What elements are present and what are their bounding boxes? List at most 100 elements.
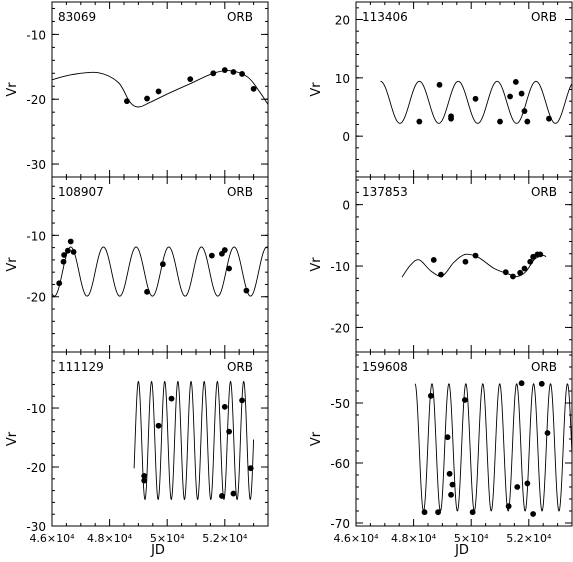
orbit-label: ORB bbox=[531, 185, 557, 199]
data-point bbox=[517, 269, 524, 276]
star-id: 111129 bbox=[58, 360, 104, 374]
y-axis-label: Vr bbox=[5, 431, 20, 446]
data-point bbox=[155, 422, 162, 429]
x-axis-label-right: JD bbox=[454, 543, 469, 558]
data-point bbox=[507, 93, 513, 100]
data-point bbox=[544, 430, 551, 436]
orbit-label: ORB bbox=[531, 360, 557, 374]
orbit-fit-curve bbox=[414, 383, 573, 512]
y-tick-label: -50 bbox=[330, 397, 350, 411]
data-point bbox=[521, 265, 528, 272]
data-point bbox=[436, 81, 443, 88]
data-point bbox=[446, 470, 453, 477]
data-point bbox=[60, 258, 67, 265]
x-tick-label: 5.2×10⁴ bbox=[202, 532, 248, 545]
data-point bbox=[159, 261, 166, 268]
data-point bbox=[208, 252, 215, 259]
data-point bbox=[518, 380, 525, 387]
x-axis-label-left: JD bbox=[150, 543, 165, 558]
star-id: 83069 bbox=[58, 10, 96, 24]
data-point bbox=[144, 288, 150, 295]
star-id: 159608 bbox=[362, 360, 408, 374]
panel-108907: 108907 ORB Vr -10 -20 bbox=[5, 176, 269, 353]
y-tick-label: -30 bbox=[26, 520, 46, 534]
data-point bbox=[435, 509, 441, 516]
data-point bbox=[141, 472, 148, 479]
data-point bbox=[518, 90, 525, 97]
y-tick-label: -10 bbox=[330, 260, 350, 274]
orbit-label: ORB bbox=[227, 185, 253, 199]
data-point bbox=[448, 115, 454, 122]
data-point bbox=[527, 258, 534, 265]
x-tick-label: 4.8×10⁴ bbox=[391, 532, 437, 545]
data-point bbox=[64, 247, 71, 254]
data-point bbox=[472, 252, 479, 259]
orbit-fit-curve bbox=[51, 70, 269, 108]
data-point bbox=[462, 258, 469, 265]
orbit-fit-curve bbox=[133, 380, 255, 501]
star-id: 113406 bbox=[362, 10, 408, 24]
data-point bbox=[469, 509, 476, 516]
y-tick-label: -20 bbox=[26, 93, 46, 107]
data-point bbox=[448, 491, 454, 498]
data-point bbox=[226, 428, 233, 435]
data-point bbox=[472, 95, 479, 102]
y-axis-label: Vr bbox=[309, 82, 324, 97]
data-point bbox=[416, 118, 423, 125]
panel-83069: 83069 ORB Vr -10 -20 -30 bbox=[5, 1, 269, 178]
data-point bbox=[524, 118, 531, 125]
data-point bbox=[155, 88, 162, 95]
panel-frame bbox=[355, 351, 573, 527]
y-tick-label: -60 bbox=[330, 457, 350, 471]
panel-frame bbox=[51, 351, 269, 527]
y-tick-label: 10 bbox=[335, 72, 350, 86]
data-point bbox=[497, 118, 503, 125]
data-point bbox=[421, 509, 428, 516]
data-point bbox=[537, 251, 544, 258]
data-point bbox=[230, 69, 237, 75]
y-axis-label: Vr bbox=[5, 257, 20, 272]
x-tick-label: 4.8×10⁴ bbox=[87, 532, 133, 545]
data-point bbox=[512, 79, 519, 85]
y-tick-label: 0 bbox=[342, 130, 350, 144]
data-point bbox=[239, 71, 245, 77]
data-point bbox=[514, 484, 521, 490]
data-point bbox=[141, 477, 148, 484]
data-point bbox=[502, 269, 509, 276]
panel-159608: 159608 ORB Vr -50 -60 -704.6×10⁴ 4.8×10⁴ 5×10⁴ 5… bbox=[309, 351, 573, 545]
x-tick-label: 4.6×10⁴ bbox=[333, 532, 379, 545]
y-tick-label: -30 bbox=[26, 158, 46, 172]
y-tick-label: -10 bbox=[26, 402, 46, 416]
data-point bbox=[530, 511, 537, 517]
data-point bbox=[510, 273, 516, 280]
data-point bbox=[546, 115, 552, 122]
orbit-fit-curve bbox=[51, 246, 269, 297]
x-tick-label: 5.2×10⁴ bbox=[506, 532, 552, 545]
data-point bbox=[56, 280, 63, 287]
y-tick-label: -20 bbox=[330, 321, 350, 335]
data-point bbox=[210, 70, 217, 77]
panel-137853: 137853 ORB Vr 0 -10 -20 bbox=[309, 176, 573, 353]
data-point bbox=[230, 490, 237, 497]
data-point bbox=[243, 287, 250, 294]
data-point bbox=[427, 392, 434, 399]
panel-frame bbox=[355, 176, 573, 353]
data-point bbox=[250, 85, 257, 92]
data-point bbox=[70, 249, 77, 255]
data-point bbox=[219, 493, 225, 499]
data-point bbox=[530, 253, 537, 260]
orbit-fit-curve bbox=[380, 80, 573, 124]
data-point bbox=[247, 465, 254, 472]
data-point bbox=[123, 98, 130, 105]
data-point bbox=[221, 403, 228, 410]
star-id: 137853 bbox=[362, 185, 408, 199]
orbit-label: ORB bbox=[531, 10, 557, 24]
data-point bbox=[221, 67, 228, 73]
y-axis-label: Vr bbox=[309, 257, 324, 272]
data-point bbox=[524, 480, 531, 487]
data-point bbox=[438, 271, 444, 278]
data-point bbox=[461, 397, 468, 403]
panel-111129: 111129 ORB Vr -10 -20 -304.6×10⁴ 4.8×10⁴ 5×10⁴ 5… bbox=[5, 351, 269, 545]
x-tick-label: 4.6×10⁴ bbox=[29, 532, 75, 545]
